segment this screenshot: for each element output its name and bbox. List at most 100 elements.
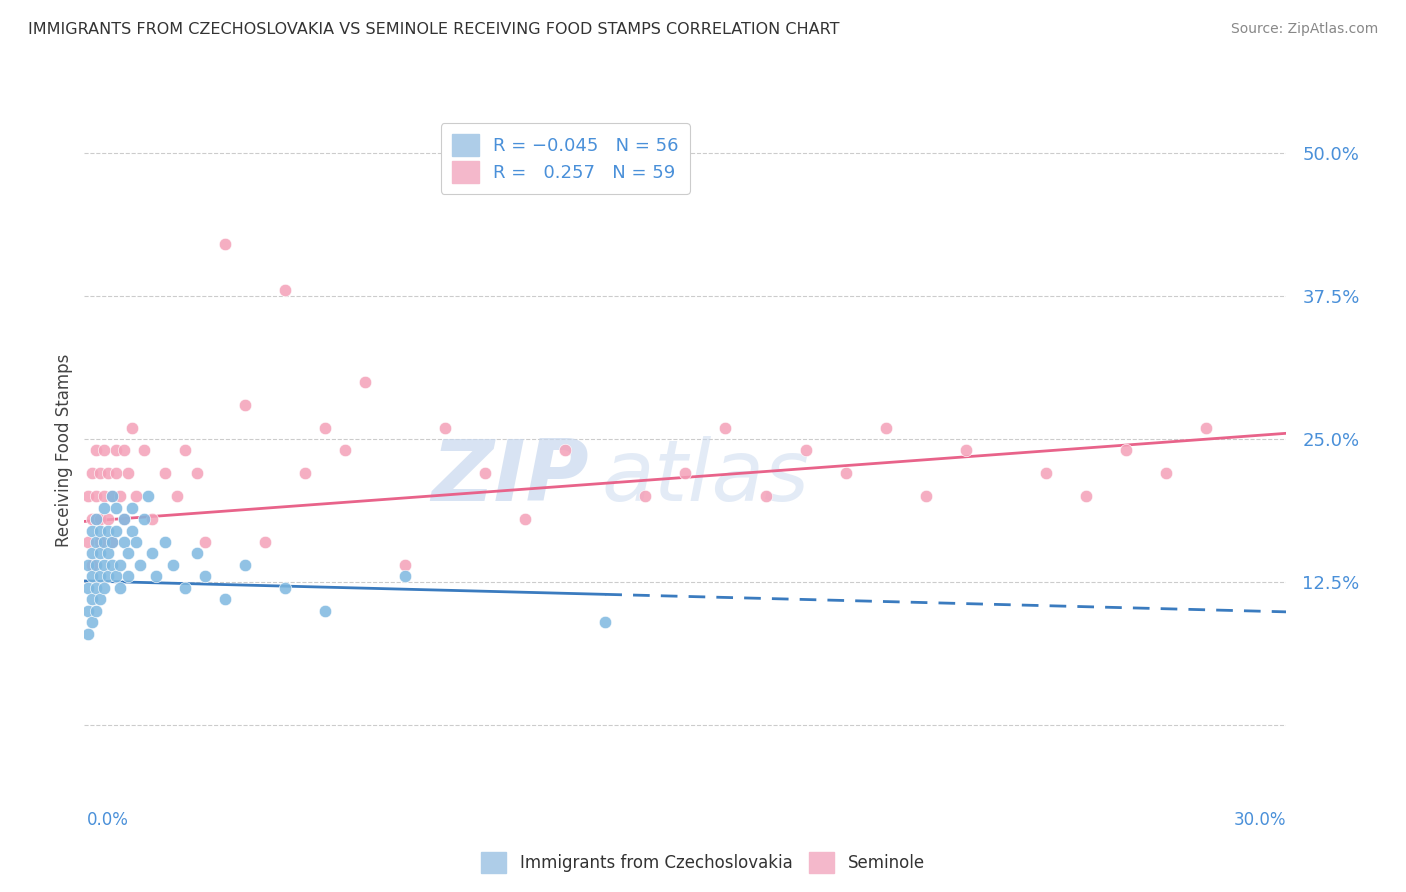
Point (595, 615, 617, 630)
Point (117, 546, 139, 561)
Point (89, 535, 111, 549)
Point (134, 443, 156, 458)
Point (634, 489, 657, 503)
Point (97, 546, 120, 561)
Text: 30.0%: 30.0% (1234, 811, 1286, 829)
Point (835, 467, 858, 481)
Point (77, 626, 100, 640)
Point (82, 524, 104, 538)
Point (86, 558, 108, 572)
Point (274, 283, 297, 297)
Point (93, 581, 115, 595)
Point (314, 604, 336, 618)
Point (173, 581, 195, 595)
Point (333, 443, 356, 458)
Point (93, 535, 115, 549)
Point (554, 443, 576, 458)
Point (97, 524, 120, 538)
Point (110, 489, 132, 503)
Point (114, 443, 135, 458)
Point (82, 467, 104, 481)
Point (110, 581, 132, 595)
Point (186, 546, 208, 561)
Point (105, 569, 128, 583)
Point (101, 489, 124, 503)
Point (89, 546, 111, 561)
Point (77, 535, 100, 549)
Point (294, 467, 316, 481)
Point (233, 398, 256, 412)
Point (105, 443, 128, 458)
Point (1076, 489, 1098, 503)
Point (515, 512, 537, 526)
Point (138, 489, 160, 503)
Point (121, 524, 143, 538)
Point (915, 489, 938, 503)
Point (82, 569, 104, 583)
Point (93, 443, 115, 458)
Point (1115, 443, 1137, 458)
Point (101, 535, 124, 549)
Point (86, 581, 108, 595)
Text: Source: ZipAtlas.com: Source: ZipAtlas.com (1230, 22, 1378, 37)
Point (82, 558, 104, 572)
Point (194, 535, 217, 549)
Point (77, 558, 100, 572)
Point (186, 467, 208, 481)
Point (82, 512, 104, 526)
Legend: Immigrants from Czechoslovakia, Seminole: Immigrants from Czechoslovakia, Seminole (475, 846, 931, 880)
Point (173, 443, 195, 458)
Point (117, 467, 139, 481)
Point (134, 512, 156, 526)
Point (93, 489, 115, 503)
Point (82, 546, 104, 561)
Point (675, 467, 697, 481)
Point (129, 558, 152, 572)
Point (253, 535, 276, 549)
Point (1156, 467, 1178, 481)
Point (86, 489, 108, 503)
Point (194, 569, 217, 583)
Point (86, 443, 108, 458)
Point (101, 535, 124, 549)
Text: ZIP: ZIP (432, 436, 589, 519)
Legend: R = −0.045   N = 56, R =   0.257   N = 59: R = −0.045 N = 56, R = 0.257 N = 59 (441, 123, 689, 194)
Point (755, 489, 778, 503)
Point (97, 569, 120, 583)
Point (86, 512, 108, 526)
Point (214, 592, 236, 607)
Point (77, 581, 100, 595)
Point (105, 500, 128, 515)
Point (354, 375, 377, 389)
Point (1195, 420, 1218, 434)
Point (101, 558, 124, 572)
Point (101, 489, 124, 503)
Point (89, 524, 111, 538)
Text: 0.0%: 0.0% (87, 811, 129, 829)
Point (162, 558, 184, 572)
Point (394, 558, 416, 572)
Point (714, 420, 737, 434)
Point (89, 569, 111, 583)
Point (274, 581, 297, 595)
Point (86, 512, 108, 526)
Point (955, 443, 977, 458)
Point (114, 512, 135, 526)
Point (166, 489, 188, 503)
Point (86, 604, 108, 618)
Point (145, 569, 167, 583)
Point (89, 467, 111, 481)
Point (117, 569, 139, 583)
Point (77, 604, 100, 618)
Point (121, 500, 143, 515)
Point (214, 237, 236, 252)
Point (82, 615, 104, 630)
Point (121, 420, 143, 434)
Point (114, 512, 135, 526)
Point (125, 535, 148, 549)
Point (153, 535, 176, 549)
Point (105, 524, 128, 538)
Point (141, 512, 163, 526)
Point (89, 512, 111, 526)
Point (114, 535, 135, 549)
